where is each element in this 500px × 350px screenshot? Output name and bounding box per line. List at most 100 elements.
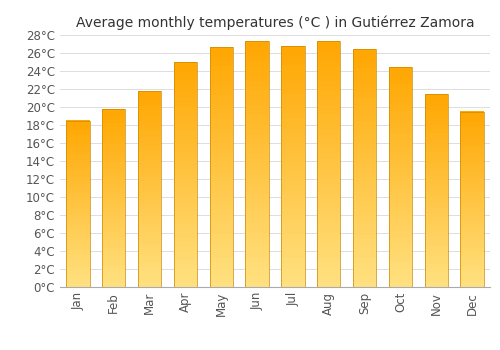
Bar — [317, 233, 340, 238]
Bar — [210, 210, 233, 215]
Bar — [282, 46, 304, 287]
Bar — [353, 182, 376, 187]
Bar — [174, 251, 197, 256]
Bar — [317, 238, 340, 243]
Bar — [460, 161, 483, 164]
Bar — [424, 145, 448, 148]
Bar — [66, 174, 90, 177]
Bar — [138, 240, 161, 244]
Bar — [353, 125, 376, 130]
Bar — [102, 259, 126, 262]
Bar — [353, 259, 376, 263]
Bar — [66, 237, 90, 240]
Bar — [138, 158, 161, 161]
Bar — [138, 110, 161, 114]
Bar — [353, 140, 376, 145]
Bar — [246, 198, 268, 203]
Bar — [246, 218, 268, 223]
Bar — [66, 260, 90, 264]
Bar — [210, 114, 233, 119]
Bar — [246, 238, 268, 243]
Bar — [102, 162, 126, 166]
Bar — [174, 265, 197, 269]
Bar — [174, 125, 197, 130]
Bar — [353, 235, 376, 239]
Bar — [102, 187, 126, 191]
Bar — [210, 61, 233, 66]
Bar — [460, 284, 483, 287]
Bar — [138, 201, 161, 205]
Bar — [102, 216, 126, 219]
Bar — [246, 115, 268, 120]
Bar — [210, 85, 233, 90]
Bar — [389, 216, 412, 221]
Bar — [317, 272, 340, 277]
Bar — [66, 137, 90, 140]
Bar — [424, 256, 448, 260]
Bar — [246, 140, 268, 145]
Bar — [66, 227, 90, 230]
Bar — [210, 181, 233, 186]
Bar — [66, 254, 90, 257]
Bar — [210, 278, 233, 282]
Bar — [317, 159, 340, 164]
Bar — [317, 228, 340, 233]
Bar — [246, 189, 268, 194]
Bar — [282, 142, 304, 147]
Bar — [460, 224, 483, 228]
Bar — [246, 233, 268, 238]
Bar — [210, 51, 233, 56]
Bar — [282, 55, 304, 60]
Bar — [460, 119, 483, 122]
Bar — [460, 178, 483, 182]
Bar — [102, 134, 126, 137]
Bar — [389, 278, 412, 282]
Bar — [66, 284, 90, 287]
Bar — [353, 145, 376, 149]
Bar — [282, 138, 304, 142]
Bar — [102, 262, 126, 266]
Bar — [210, 157, 233, 162]
Bar — [353, 192, 376, 197]
Bar — [246, 179, 268, 184]
Bar — [353, 178, 376, 182]
Bar — [246, 85, 268, 90]
Bar — [210, 153, 233, 157]
Bar — [138, 134, 161, 138]
Bar — [246, 120, 268, 125]
Bar — [282, 181, 304, 186]
Bar — [102, 191, 126, 194]
Bar — [174, 233, 197, 238]
Bar — [138, 248, 161, 252]
Bar — [102, 280, 126, 284]
Bar — [102, 233, 126, 237]
Bar — [174, 242, 197, 246]
Bar — [246, 169, 268, 174]
Bar — [174, 166, 197, 170]
Bar — [460, 199, 483, 203]
Bar — [317, 105, 340, 110]
Bar — [102, 112, 126, 116]
Bar — [66, 170, 90, 174]
Bar — [460, 252, 483, 256]
Bar — [282, 219, 304, 224]
Bar — [102, 173, 126, 176]
Bar — [353, 92, 376, 97]
Bar — [246, 135, 268, 140]
Bar — [389, 163, 412, 168]
Bar — [353, 135, 376, 140]
Bar — [66, 197, 90, 201]
Bar — [424, 229, 448, 233]
Bar — [246, 105, 268, 110]
Bar — [102, 109, 126, 112]
Bar — [317, 56, 340, 61]
Bar — [174, 256, 197, 260]
Bar — [246, 110, 268, 115]
Bar — [66, 210, 90, 214]
Bar — [460, 256, 483, 259]
Bar — [282, 118, 304, 123]
Bar — [282, 94, 304, 99]
Bar — [246, 149, 268, 154]
Bar — [102, 209, 126, 212]
Bar — [317, 80, 340, 85]
